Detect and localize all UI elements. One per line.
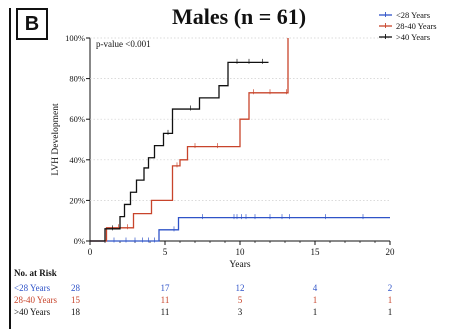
risk-table: No. at Risk <28 Years 28 17 12 4 2 28-40 Years 1… <box>14 268 392 317</box>
x-axis-label: Years <box>229 260 251 270</box>
x-tick-label: 0 <box>88 247 93 257</box>
risk-count: 18 <box>71 307 81 317</box>
x-tick-label: 20 <box>386 247 396 257</box>
y-tick-label: 40% <box>69 155 85 165</box>
risk-count: 15 <box>71 295 81 305</box>
left-border-line <box>9 8 11 329</box>
y-tick-label: 100% <box>65 33 85 43</box>
risk-count: 4 <box>313 283 318 293</box>
panel-label: B <box>16 8 48 40</box>
risk-count: 11 <box>161 307 170 317</box>
x-tick-label: 10 <box>236 247 246 257</box>
x-tick-label: 15 <box>311 247 321 257</box>
legend-label-2: >40 Years <box>396 32 430 42</box>
risk-count: 17 <box>161 283 171 293</box>
x-tick-label: 5 <box>163 247 168 257</box>
y-tick-label: 60% <box>69 114 85 124</box>
risk-row-label: >40 Years <box>14 307 51 317</box>
series-layer <box>90 38 390 243</box>
risk-count: 1 <box>313 307 318 317</box>
y-tick-label: 0% <box>74 236 85 246</box>
risk-count: 12 <box>236 283 245 293</box>
chart-title: Males (n = 61) <box>172 4 307 29</box>
risk-row-label: <28 Years <box>14 283 51 293</box>
risk-count: 28 <box>71 283 81 293</box>
p-value-annotation: p-value <0.001 <box>96 39 151 49</box>
risk-count: 5 <box>238 295 243 305</box>
series-line-0 <box>90 217 390 242</box>
y-axis-label: LVH Development <box>51 103 61 176</box>
series-line-2 <box>90 61 269 242</box>
risk-count: 1 <box>388 295 393 305</box>
axes: 0% 20% 40% 60% 80% 100% 0 5 10 15 20 Years LVH Devel… <box>51 33 395 270</box>
risk-count: 3 <box>238 307 243 317</box>
y-tick-label: 80% <box>69 74 85 84</box>
series-line-1 <box>90 38 289 242</box>
y-tick-label: 20% <box>69 195 85 205</box>
risk-count: 11 <box>161 295 170 305</box>
legend-label-1: 28-40 Years <box>396 21 437 31</box>
legend-label-0: <28 Years <box>396 10 430 20</box>
risk-count: 1 <box>388 307 393 317</box>
risk-count: 1 <box>313 295 318 305</box>
risk-row-label: 28-40 Years <box>14 295 57 305</box>
risk-count: 2 <box>388 283 393 293</box>
risk-table-header: No. at Risk <box>14 268 57 278</box>
